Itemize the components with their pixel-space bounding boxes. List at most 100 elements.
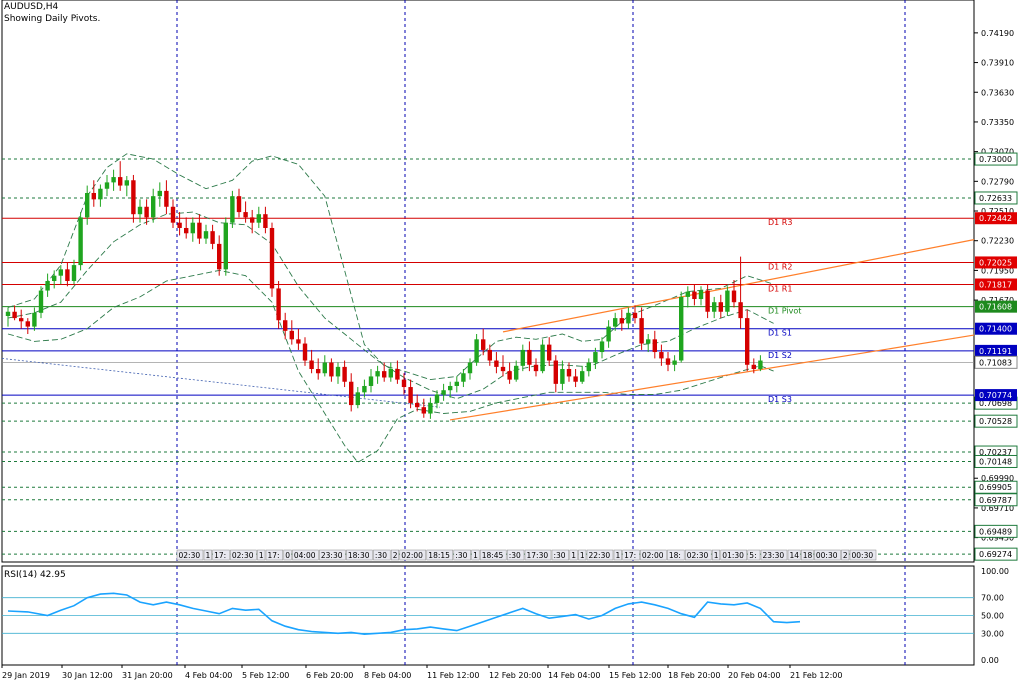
dashed-level-price-label: 0.69905 <box>979 483 1012 492</box>
candle-body-bear <box>553 360 558 384</box>
candle-body-bear <box>263 214 268 228</box>
candle-body-bull <box>434 394 440 403</box>
candle-body-bull <box>613 318 618 327</box>
pivot-price-box <box>975 256 1017 269</box>
time-marker-label: 1 <box>571 551 576 560</box>
x-axis-tick-label: 14 Feb 04:00 <box>548 671 600 680</box>
dashed-level-price-box <box>974 480 1018 494</box>
candle-body-bull <box>606 326 611 342</box>
time-marker-label: :30 <box>554 551 566 560</box>
time-marker-box <box>203 549 212 561</box>
candle-body-bull <box>58 269 63 276</box>
time-marker-label: 04:00 <box>294 551 316 560</box>
candle-body-bear <box>309 360 314 370</box>
x-axis-tick-label: 6 Feb 20:00 <box>306 671 353 680</box>
candle-body-bear <box>745 318 750 365</box>
candle-body-bear <box>415 402 420 408</box>
candle-body-bear <box>566 369 572 377</box>
time-marker-box <box>841 549 850 561</box>
time-marker-label: 17: <box>268 551 280 560</box>
time-marker-label: 17:30 <box>527 551 549 560</box>
candle-body-bear <box>507 371 512 380</box>
time-marker-box <box>720 549 748 561</box>
pivot-price-box <box>975 300 1017 313</box>
candle-body-bull <box>685 291 690 297</box>
candle-body-bull <box>712 302 717 312</box>
candle-body-bull <box>388 369 393 378</box>
candle-body-bull <box>322 362 327 374</box>
candle-body-bear <box>25 321 30 327</box>
candle-body-bull <box>71 265 77 281</box>
candle-body-bull <box>474 339 479 363</box>
time-marker-label: 18:15 <box>428 551 450 560</box>
chart-symbol-title: AUDUSD,H4 <box>4 2 59 12</box>
candle-body-bear <box>296 339 301 344</box>
dashed-level-price-label: 0.69489 <box>979 527 1012 536</box>
time-marker-label: 18: <box>669 551 681 560</box>
x-axis-tick-label: 20 Feb 04:00 <box>728 671 780 680</box>
candle-body-bear <box>164 190 169 207</box>
candle-body-bull <box>461 373 466 382</box>
y-axis-tick-label: 0.69990 <box>981 474 1014 483</box>
candle-body-bull <box>626 312 631 324</box>
candle-body-bull <box>230 196 235 223</box>
dashed-level-price-box <box>974 493 1018 507</box>
candle-body-bull <box>85 192 90 218</box>
pivot-line-label: D1 R3 <box>768 218 792 227</box>
time-marker-box <box>399 549 427 561</box>
y-axis-tick-label: 0.72790 <box>981 177 1014 186</box>
candle-body-bull <box>355 392 360 406</box>
x-axis-tick-label: 29 Jan 2019 <box>2 671 50 680</box>
candle-body-bear <box>573 376 578 382</box>
time-marker-label: 23:30 <box>763 551 785 560</box>
dashed-level-price-box <box>974 152 1018 166</box>
candle-body-bear <box>289 330 294 340</box>
y-axis-tick-label: 0.74190 <box>981 29 1014 38</box>
candle-body-bull <box>223 222 228 270</box>
candle-body-bull <box>335 366 341 377</box>
time-marker-box <box>760 549 788 561</box>
candle-body-bear <box>665 358 671 365</box>
x-axis-tick-label: 4 Feb 04:00 <box>185 671 232 680</box>
candle-body-bull <box>98 188 103 200</box>
candle-body-bull <box>514 365 519 380</box>
candle-body-bear <box>705 290 710 312</box>
y-axis-tick-label: 0.73070 <box>981 148 1014 157</box>
dashed-level-price-label: 0.70148 <box>979 457 1012 466</box>
time-marker-label: 14 <box>790 551 800 560</box>
channel-lower-line <box>449 334 975 421</box>
pivot-price-box <box>975 278 1017 291</box>
candle-body-bear <box>236 196 242 213</box>
y-axis-tick-label: 0.73350 <box>981 118 1014 127</box>
pivot-line-label: D1 Pivot <box>768 307 801 316</box>
candle-body-bull <box>580 371 585 382</box>
candle-body-bear <box>718 302 723 312</box>
candle-body-bear <box>619 318 624 324</box>
candle-body-bull <box>428 402 433 414</box>
x-axis-tick-label: 18 Feb 20:00 <box>668 671 720 680</box>
time-marker-box <box>787 549 801 561</box>
candle-body-bull <box>5 311 11 316</box>
pivot-line-label: D1 S3 <box>768 395 792 404</box>
candle-body-bear <box>276 288 281 321</box>
pivot-price-box <box>975 389 1017 402</box>
pivot-price-label: 0.72025 <box>979 258 1012 267</box>
candle-body-bear <box>342 366 347 382</box>
pivot-price-label: 0.71191 <box>979 347 1012 356</box>
candle-body-bear <box>65 269 70 281</box>
candle-body-bull <box>151 196 156 218</box>
time-marker-box <box>176 549 204 561</box>
candle-body-bear <box>197 222 202 239</box>
time-marker-box <box>640 549 667 561</box>
candle-body-bull <box>448 385 453 391</box>
candle-body-bull <box>520 349 525 366</box>
time-marker-box <box>524 549 552 561</box>
time-marker-box <box>684 549 712 561</box>
time-marker-label: 17: <box>624 551 636 560</box>
candle-body-bear <box>91 192 96 200</box>
time-marker-label: 02:30 <box>232 551 254 560</box>
candle-body-bear <box>731 290 737 303</box>
time-marker-label: :30 <box>509 551 521 560</box>
chart-pivot-note: Showing Daily Pivots. <box>4 14 101 24</box>
